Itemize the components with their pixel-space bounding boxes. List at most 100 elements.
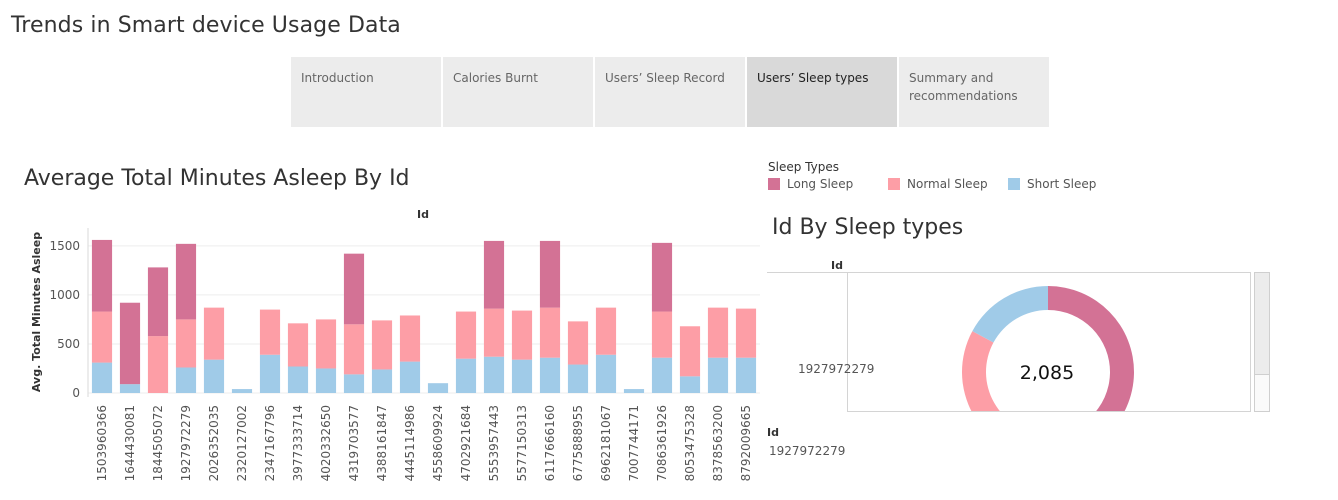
bar-segment-normal-sleep[interactable]: [91, 311, 113, 363]
tab-introduction[interactable]: Introduction: [291, 57, 441, 127]
x-tick-label: 6117666160: [543, 405, 557, 481]
donut-center-value: 2,085: [1020, 362, 1074, 384]
bar-segment-short-sleep[interactable]: [511, 359, 533, 393]
donut-cell: [847, 272, 1251, 412]
tab-summary-recommendations[interactable]: Summary and recommendations: [899, 57, 1049, 127]
donut-column-header: Id: [831, 259, 843, 272]
bar-segment-normal-sleep[interactable]: [147, 336, 169, 393]
y-tick-label: 1500: [49, 239, 80, 253]
x-tick-label: 2320127002: [235, 405, 249, 481]
bar-segment-short-sleep[interactable]: [259, 354, 281, 393]
bar-segment-long-sleep[interactable]: [483, 240, 505, 309]
x-axis-title: Id: [417, 208, 429, 221]
bar-segment-normal-sleep[interactable]: [455, 311, 477, 359]
bar-segment-long-sleep[interactable]: [147, 267, 169, 337]
donut-panel-table: Id 1927972279: [767, 255, 1270, 415]
bar-segment-normal-sleep[interactable]: [483, 308, 505, 357]
x-tick-label: 7086361926: [655, 405, 669, 481]
legend-item-short-sleep[interactable]: Short Sleep: [1008, 177, 1096, 191]
donut-slice-short-sleep[interactable]: [972, 286, 1048, 343]
bar-segment-normal-sleep[interactable]: [679, 326, 701, 377]
bar-segment-short-sleep[interactable]: [651, 357, 673, 393]
donut-slice-long-sleep[interactable]: [1044, 286, 1134, 411]
bar-segment-normal-sleep[interactable]: [203, 307, 225, 360]
x-tick-label: 3977333714: [291, 405, 305, 481]
x-tick-label: 1927972279: [179, 405, 193, 481]
bar-segment-long-sleep[interactable]: [343, 253, 365, 325]
x-tick-label: 1503960366: [95, 405, 109, 481]
bar-segment-normal-sleep[interactable]: [595, 307, 617, 355]
bar-segment-normal-sleep[interactable]: [567, 321, 589, 365]
bar-segment-normal-sleep[interactable]: [511, 310, 533, 360]
bar-segment-short-sleep[interactable]: [203, 359, 225, 393]
tab-calories-burnt[interactable]: Calories Burnt: [443, 57, 593, 127]
bar-segment-short-sleep[interactable]: [315, 368, 337, 393]
bar-segment-short-sleep[interactable]: [595, 354, 617, 393]
bar-segment-normal-sleep[interactable]: [735, 308, 757, 358]
bar-segment-short-sleep[interactable]: [175, 367, 197, 393]
donut-slice-normal-sleep[interactable]: [962, 331, 1045, 411]
x-tick-label: 5553957443: [487, 405, 501, 481]
bar-segment-normal-sleep[interactable]: [399, 315, 421, 362]
x-tick-label: 4388161847: [375, 405, 389, 481]
x-tick-label: 8378563200: [711, 405, 725, 481]
bar-segment-short-sleep[interactable]: [539, 357, 561, 393]
tab-users-sleep-record[interactable]: Users’ Sleep Record: [595, 57, 745, 127]
legend-title: Sleep Types: [768, 160, 839, 174]
legend-item-normal-sleep[interactable]: Normal Sleep: [888, 177, 1008, 191]
bar-segment-short-sleep[interactable]: [455, 358, 477, 393]
legend-swatch-long-sleep: [768, 178, 780, 190]
bar-segment-long-sleep[interactable]: [91, 239, 113, 312]
legend-item-long-sleep[interactable]: Long Sleep: [768, 177, 888, 191]
bar-segment-normal-sleep[interactable]: [651, 311, 673, 358]
bar-segment-normal-sleep[interactable]: [707, 307, 729, 358]
legend-label-short-sleep: Short Sleep: [1027, 177, 1097, 191]
bar-segment-short-sleep[interactable]: [623, 389, 645, 393]
x-tick-label: 4558609924: [431, 405, 445, 481]
bar-segment-short-sleep[interactable]: [399, 361, 421, 393]
bar-segment-normal-sleep[interactable]: [343, 324, 365, 375]
legend-label-normal-sleep: Normal Sleep: [907, 177, 988, 191]
x-tick-label: 1644430081: [123, 405, 137, 481]
legend-swatch-short-sleep: [1008, 178, 1020, 190]
x-tick-label: 4445114986: [403, 405, 417, 481]
vertical-scrollbar[interactable]: [1254, 272, 1270, 412]
bar-segment-normal-sleep[interactable]: [175, 319, 197, 368]
x-tick-label: 2347167796: [263, 405, 277, 481]
bar-segment-short-sleep[interactable]: [707, 357, 729, 393]
bar-segment-long-sleep[interactable]: [539, 240, 561, 308]
x-tick-label: 7007744171: [627, 405, 641, 481]
sleep-types-legend: Sleep Types Long Sleep Normal Sleep Shor…: [768, 160, 1096, 191]
bar-chart-title: Average Total Minutes Asleep By Id: [24, 166, 410, 191]
donut-chart-title: Id By Sleep types: [772, 215, 964, 240]
bar-segment-normal-sleep[interactable]: [539, 307, 561, 358]
bar-segment-normal-sleep[interactable]: [315, 319, 337, 369]
y-axis-title: Avg. Total Minutes Asleep: [30, 232, 43, 392]
bar-segment-short-sleep[interactable]: [735, 357, 757, 393]
tab-users-sleep-types[interactable]: Users’ Sleep types: [747, 57, 897, 127]
scrollbar-thumb[interactable]: [1255, 273, 1269, 375]
bar-segment-short-sleep[interactable]: [231, 389, 253, 393]
bar-segment-short-sleep[interactable]: [371, 369, 393, 393]
bar-segment-short-sleep[interactable]: [119, 384, 141, 393]
bar-segment-long-sleep[interactable]: [175, 243, 197, 320]
x-tick-label: 8792009665: [739, 405, 753, 481]
bar-segment-normal-sleep[interactable]: [371, 320, 393, 370]
bar-segment-short-sleep[interactable]: [91, 362, 113, 393]
bar-segment-normal-sleep[interactable]: [259, 309, 281, 355]
bar-segment-short-sleep[interactable]: [567, 364, 589, 393]
header-divider: [767, 272, 1250, 273]
bar-segment-short-sleep[interactable]: [343, 374, 365, 393]
bar-segment-long-sleep[interactable]: [119, 302, 141, 385]
x-tick-label: 4319703577: [347, 405, 361, 481]
bar-segment-short-sleep[interactable]: [427, 383, 449, 393]
x-tick-label: 2026352035: [207, 405, 221, 481]
bar-segment-long-sleep[interactable]: [651, 242, 673, 312]
bar-segment-short-sleep[interactable]: [287, 366, 309, 393]
donut-chart: 2,085: [962, 286, 1134, 411]
bar-segment-short-sleep[interactable]: [679, 376, 701, 393]
bar-segment-short-sleep[interactable]: [483, 356, 505, 393]
x-tick-label: 1844505072: [151, 405, 165, 481]
bar-segment-normal-sleep[interactable]: [287, 323, 309, 367]
page-title: Trends in Smart device Usage Data: [11, 13, 401, 38]
